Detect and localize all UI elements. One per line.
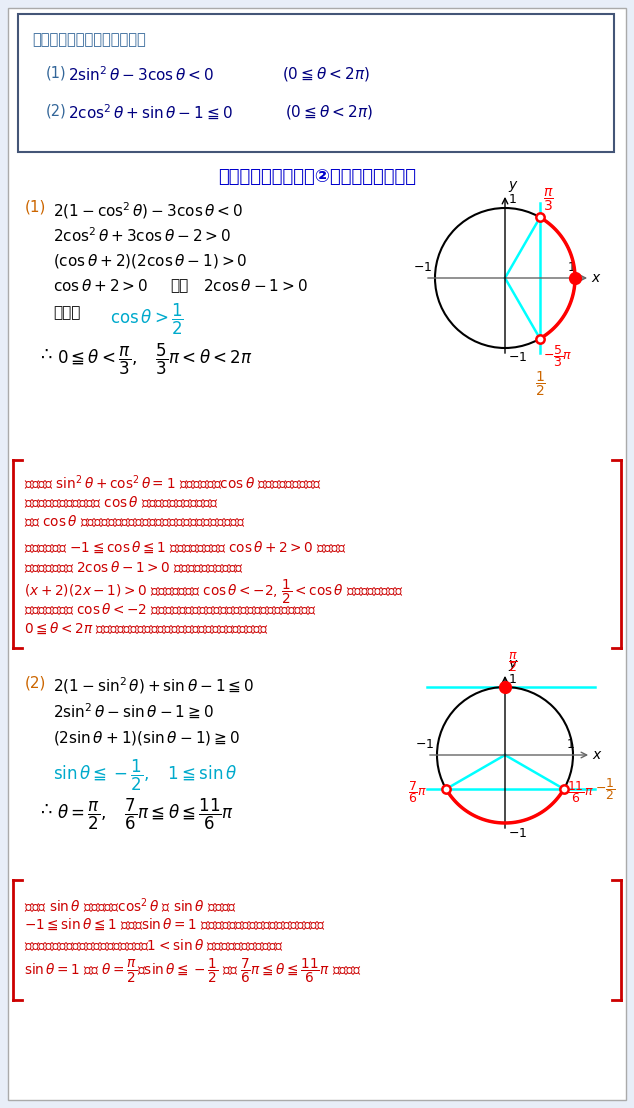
Text: $\therefore$: $\therefore$: [37, 800, 53, 818]
Text: $-\dfrac{1}{2}$: $-\dfrac{1}{2}$: [595, 776, 616, 802]
Text: $0\leqq\theta<2\pi$ の範囲で答えるのであるから，２分割することになる．: $0\leqq\theta<2\pi$ の範囲で答えるのであるから，２分割するこ…: [24, 620, 268, 636]
Text: 相互関係 $\sin^2\theta+\cos^2\theta=1$ を用いると，$\cos\theta$ のみの式にできる．: 相互関係 $\sin^2\theta+\cos^2\theta=1$ を用いると…: [24, 474, 321, 493]
Text: $y$: $y$: [508, 658, 519, 673]
Text: もし，問題の不等式に等号がなければ，$1<\sin\theta$ となるから不適である．: もし，問題の不等式に等号がなければ，$1<\sin\theta$ となるから不適…: [24, 937, 284, 953]
Text: $\cos\theta+2>0$: $\cos\theta+2>0$: [53, 278, 148, 294]
Text: $x$: $x$: [591, 271, 602, 285]
Text: $(0 \leqq \theta < 2\pi)$: $(0 \leqq \theta < 2\pi)$: [282, 65, 370, 83]
Text: より: より: [170, 278, 188, 293]
Text: $2\sin^2\theta - 3\cos\theta < 0$: $2\sin^2\theta - 3\cos\theta < 0$: [68, 65, 214, 84]
Text: よって: よって: [53, 305, 81, 320]
Text: $\sin\theta\leqq-\dfrac{1}{2},\quad1\leqq\sin\theta$: $\sin\theta\leqq-\dfrac{1}{2},\quad1\leq…: [53, 758, 237, 793]
Text: 次の方程式・不等式を解け．: 次の方程式・不等式を解け．: [32, 32, 146, 47]
Text: $-1\leqq\sin\theta\leqq1$ より，$\sin\theta=1$ も考慮する必要があることに注意する．: $-1\leqq\sin\theta\leqq1$ より，$\sin\theta…: [24, 917, 326, 932]
Text: $2\cos^2\theta+3\cos\theta-2>0$: $2\cos^2\theta+3\cos\theta-2>0$: [53, 226, 231, 245]
Text: ここで，常に $-1\leqq\cos\theta\leqq1$ であるから，常に $\cos\theta+2>0$ である．: ここで，常に $-1\leqq\cos\theta\leqq1$ であるから，常…: [24, 540, 347, 555]
Text: $x$: $x$: [592, 748, 603, 762]
Text: (2): (2): [25, 675, 46, 690]
Text: $0\leqq\theta<\dfrac{\pi}{3},\quad\dfrac{5}{3}\pi<\theta<2\pi$: $0\leqq\theta<\dfrac{\pi}{3},\quad\dfrac…: [57, 342, 252, 377]
Text: $2(1-\sin^2\theta)+\sin\theta-1\leqq0$: $2(1-\sin^2\theta)+\sin\theta-1\leqq0$: [53, 675, 254, 696]
Text: $-\dfrac{5}{3}\pi$: $-\dfrac{5}{3}\pi$: [543, 342, 573, 369]
Text: $\dfrac{\pi}{2}$: $\dfrac{\pi}{2}$: [508, 650, 518, 674]
Text: １次の $\sin\theta$ に合わせ，$\cos^2\theta$ を $\sin\theta$ で表す．: １次の $\sin\theta$ に合わせ，$\cos^2\theta$ を $…: [24, 897, 237, 916]
Text: 結局 $\cos\theta$ の２次不等式となるので，因数分解して解けばよい．: 結局 $\cos\theta$ の２次不等式となるので，因数分解して解けばよい．: [24, 513, 246, 529]
Text: $2\sin^2\theta-\sin\theta-1\geqq0$: $2\sin^2\theta-\sin\theta-1\geqq0$: [53, 702, 214, 721]
Text: $\therefore$: $\therefore$: [37, 345, 53, 363]
Text: $2\cos\theta-1>0$: $2\cos\theta-1>0$: [203, 278, 308, 294]
Text: $\dfrac{7}{6}\pi$: $\dfrac{7}{6}\pi$: [408, 779, 427, 804]
Text: 三角方程式・不等式②　（関数の統一）: 三角方程式・不等式② （関数の統一）: [218, 168, 416, 186]
Text: しかし，後から $\cos\theta<-2$ を不適とするよりも，早い段階で排除すべきである．: しかし，後から $\cos\theta<-2$ を不適とするよりも，早い段階で排…: [24, 601, 317, 617]
Text: (1): (1): [25, 201, 46, 215]
Text: $-1$: $-1$: [413, 261, 432, 274]
Text: (2): (2): [46, 103, 67, 117]
Text: $2(1-\cos^2\theta)-3\cos\theta<0$: $2(1-\cos^2\theta)-3\cos\theta<0$: [53, 201, 243, 220]
Text: $-1$: $-1$: [415, 738, 434, 751]
Text: $1$: $1$: [567, 261, 576, 274]
Text: どうしようもない１次の $\cos\theta$ に合わせるわけである．: どうしようもない１次の $\cos\theta$ に合わせるわけである．: [24, 494, 219, 510]
Text: $1$: $1$: [508, 193, 517, 206]
Text: $1$: $1$: [508, 673, 517, 686]
Text: $y$: $y$: [508, 179, 519, 194]
Text: $(\cos\theta+2)(2\cos\theta-1)>0$: $(\cos\theta+2)(2\cos\theta-1)>0$: [53, 252, 248, 270]
Text: よって，直ちに $2\cos\theta-1>0$ であることがわかる．: よって，直ちに $2\cos\theta-1>0$ であることがわかる．: [24, 560, 244, 575]
Text: $1$: $1$: [566, 738, 575, 751]
Text: $\dfrac{\pi}{3}$: $\dfrac{\pi}{3}$: [543, 187, 554, 214]
Text: $\cos\theta>\dfrac{1}{2}$: $\cos\theta>\dfrac{1}{2}$: [110, 302, 184, 337]
Text: $2\cos^2\theta + \sin\theta - 1 \leqq 0$: $2\cos^2\theta + \sin\theta - 1 \leqq 0$: [68, 103, 233, 122]
Text: $(2\sin\theta+1)(\sin\theta-1)\geqq0$: $(2\sin\theta+1)(\sin\theta-1)\geqq0$: [53, 729, 240, 747]
Text: $-1$: $-1$: [508, 827, 527, 840]
Text: $-1$: $-1$: [508, 351, 527, 365]
Text: $(x+2)(2x-1)>0$ と同様に，一旦 $\cos\theta<-2$, $\dfrac{1}{2}<\cos\theta$ と解いてもよい．: $(x+2)(2x-1)>0$ と同様に，一旦 $\cos\theta<-2$,…: [24, 578, 403, 606]
Text: $\sin\theta=1$ より $\theta=\dfrac{\pi}{2}$，$\sin\theta\leqq-\dfrac{1}{2}$ より $\df: $\sin\theta=1$ より $\theta=\dfrac{\pi}{2}…: [24, 957, 361, 985]
Text: $(0 \leqq \theta < 2\pi)$: $(0 \leqq \theta < 2\pi)$: [285, 103, 373, 121]
Text: (1): (1): [46, 65, 67, 80]
Text: $\dfrac{11}{6}\pi$: $\dfrac{11}{6}\pi$: [567, 779, 594, 804]
Text: $\dfrac{1}{2}$: $\dfrac{1}{2}$: [534, 370, 545, 399]
Text: $\theta=\dfrac{\pi}{2},\quad\dfrac{7}{6}\pi\leqq\theta\leqq\dfrac{11}{6}\pi$: $\theta=\dfrac{\pi}{2},\quad\dfrac{7}{6}…: [57, 797, 234, 832]
Bar: [18, 14, 614, 152]
